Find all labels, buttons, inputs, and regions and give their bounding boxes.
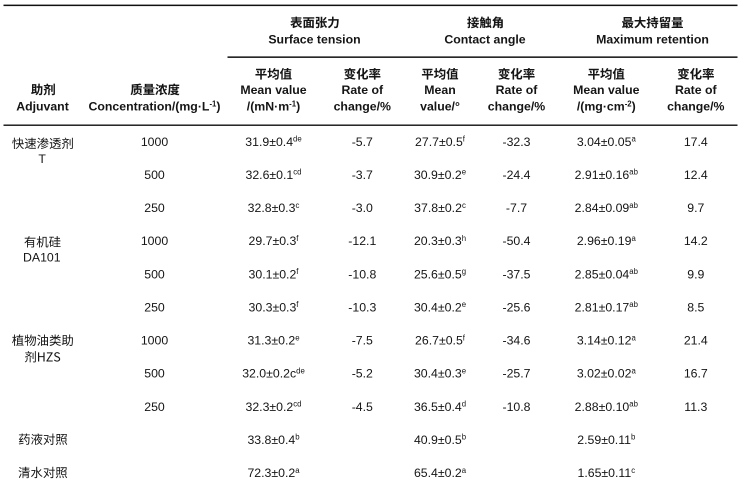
svg-text:27.7±0.5f: 27.7±0.5f (415, 135, 466, 149)
svg-text:/(mg·cm-2): /(mg·cm-2) (577, 99, 636, 113)
svg-text:Concentration/(mg·L-1): Concentration/(mg·L-1) (89, 99, 221, 113)
svg-text:-10.8: -10.8 (502, 400, 530, 414)
svg-text:-25.6: -25.6 (502, 300, 530, 314)
svg-text:32.8±0.3c: 32.8±0.3c (248, 201, 300, 215)
svg-text:31.3±0.2e: 31.3±0.2e (247, 333, 299, 347)
svg-text:8.5: 8.5 (687, 300, 704, 314)
svg-text:500: 500 (144, 267, 165, 281)
svg-text:DA101: DA101 (23, 251, 61, 265)
svg-text:Surface tension: Surface tension (268, 32, 360, 46)
svg-text:-3.7: -3.7 (352, 168, 373, 182)
svg-text:72.3±0.2a: 72.3±0.2a (247, 466, 300, 480)
svg-text:2.59±0.11b: 2.59±0.11b (577, 433, 636, 447)
svg-text:Contact angle: Contact angle (444, 32, 525, 46)
svg-text:30.9±0.2e: 30.9±0.2e (414, 168, 466, 182)
svg-text:/(mN·m-1): /(mN·m-1) (247, 99, 300, 113)
svg-text:250: 250 (144, 201, 165, 215)
svg-text:11.3: 11.3 (684, 400, 707, 414)
svg-text:65.4±0.2a: 65.4±0.2a (414, 466, 467, 480)
svg-text:2.88±0.10ab: 2.88±0.10ab (575, 400, 639, 414)
svg-text:31.9±0.4de: 31.9±0.4de (245, 135, 301, 149)
svg-text:30.3±0.3f: 30.3±0.3f (249, 300, 300, 314)
svg-text:-50.4: -50.4 (502, 234, 530, 248)
svg-text:1000: 1000 (141, 135, 169, 149)
svg-text:-3.0: -3.0 (352, 201, 373, 215)
svg-text:-5.2: -5.2 (352, 367, 373, 381)
svg-text:21.4: 21.4 (684, 334, 708, 348)
svg-text:-37.5: -37.5 (502, 267, 530, 281)
svg-text:14.2: 14.2 (684, 234, 708, 248)
svg-text:17.4: 17.4 (684, 135, 708, 149)
svg-text:1.65±0.11c: 1.65±0.11c (577, 466, 635, 480)
svg-text:-25.7: -25.7 (502, 367, 530, 381)
svg-text:12.4: 12.4 (684, 168, 708, 182)
svg-text:-10.8: -10.8 (348, 267, 376, 281)
svg-text:-12.1: -12.1 (348, 234, 376, 248)
svg-text:change/%: change/% (667, 100, 724, 114)
svg-text:9.9: 9.9 (687, 267, 704, 281)
svg-text:33.8±0.4b: 33.8±0.4b (247, 433, 300, 447)
svg-text:32.0±0.2cde: 32.0±0.2cde (242, 366, 305, 380)
svg-text:16.7: 16.7 (684, 367, 708, 381)
svg-text:29.7±0.3f: 29.7±0.3f (249, 234, 300, 248)
svg-text:2.84±0.09ab: 2.84±0.09ab (575, 201, 639, 215)
svg-text:-7.5: -7.5 (352, 334, 373, 348)
svg-text:30.1±0.2f: 30.1±0.2f (249, 267, 300, 281)
svg-text:1000: 1000 (141, 334, 169, 348)
svg-text:Mean value: Mean value (240, 83, 306, 97)
svg-text:-5.7: -5.7 (352, 135, 373, 149)
svg-text:2.91±0.16ab: 2.91±0.16ab (575, 168, 639, 182)
svg-text:3.02±0.02a: 3.02±0.02a (577, 366, 637, 380)
svg-text:500: 500 (144, 367, 165, 381)
svg-text:32.6±0.1cd: 32.6±0.1cd (245, 168, 301, 182)
svg-text:change/%: change/% (488, 100, 545, 114)
svg-text:-7.7: -7.7 (506, 201, 527, 215)
svg-text:T: T (38, 152, 46, 166)
svg-text:40.9±0.5b: 40.9±0.5b (414, 433, 467, 447)
svg-text:250: 250 (144, 300, 165, 314)
svg-text:26.7±0.5f: 26.7±0.5f (415, 333, 466, 347)
svg-text:-10.3: -10.3 (348, 300, 376, 314)
svg-text:2.81±0.17ab: 2.81±0.17ab (575, 300, 639, 314)
svg-text:20.3±0.3h: 20.3±0.3h (414, 234, 466, 248)
svg-text:36.5±0.4d: 36.5±0.4d (414, 400, 466, 414)
svg-text:25.6±0.5g: 25.6±0.5g (414, 267, 466, 281)
svg-text:37.8±0.2c: 37.8±0.2c (414, 201, 466, 215)
svg-text:Mean: Mean (424, 83, 455, 97)
svg-text:250: 250 (144, 400, 165, 414)
svg-text:Mean value: Mean value (573, 83, 639, 97)
svg-text:30.4±0.2e: 30.4±0.2e (414, 300, 466, 314)
svg-text:32.3±0.2cd: 32.3±0.2cd (245, 400, 301, 414)
svg-text:Maximum retention: Maximum retention (596, 32, 709, 46)
svg-text:-32.3: -32.3 (502, 135, 530, 149)
svg-text:-34.6: -34.6 (502, 334, 530, 348)
svg-text:9.7: 9.7 (687, 201, 704, 215)
svg-text:Adjuvant: Adjuvant (16, 100, 69, 114)
svg-text:-4.5: -4.5 (352, 400, 373, 414)
svg-text:2.96±0.19a: 2.96±0.19a (577, 234, 637, 248)
svg-text:Rate of: Rate of (496, 83, 539, 97)
svg-text:3.04±0.05a: 3.04±0.05a (577, 135, 637, 149)
svg-text:500: 500 (144, 168, 165, 182)
svg-text:2.85±0.04ab: 2.85±0.04ab (575, 267, 639, 281)
svg-text:change/%: change/% (334, 100, 391, 114)
svg-text:3.14±0.12a: 3.14±0.12a (577, 333, 637, 347)
svg-text:Rate of: Rate of (341, 83, 384, 97)
svg-text:1000: 1000 (141, 234, 169, 248)
svg-text:30.4±0.3e: 30.4±0.3e (414, 366, 466, 380)
svg-text:-24.4: -24.4 (502, 168, 530, 182)
svg-text:Rate of: Rate of (675, 83, 718, 97)
svg-text:value/°: value/° (420, 100, 460, 114)
